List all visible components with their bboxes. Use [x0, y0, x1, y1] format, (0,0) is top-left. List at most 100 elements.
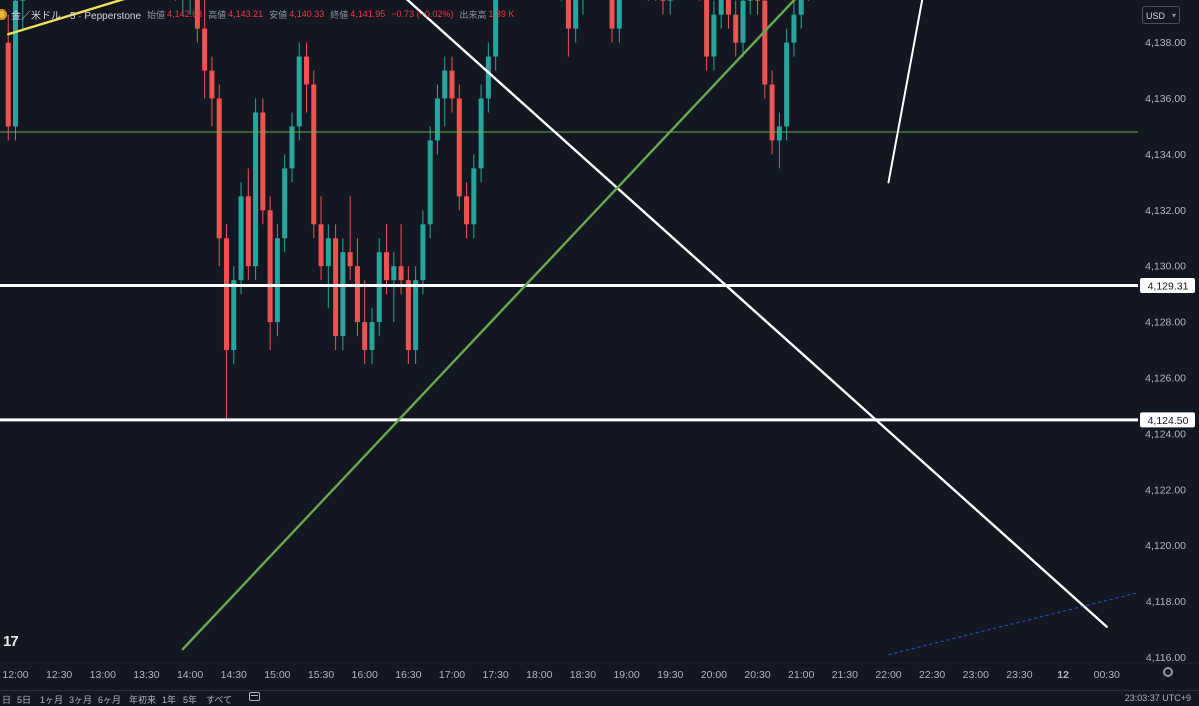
candles-group — [5, 0, 809, 420]
candle-body — [362, 322, 368, 351]
range-button-all[interactable]: すべて — [206, 695, 233, 705]
candle-body — [340, 252, 346, 337]
candle-body — [13, 0, 18, 127]
candle-body — [202, 28, 208, 71]
candle-body — [231, 280, 237, 351]
candle-body — [711, 14, 717, 57]
y-tick-label: 4,134.00 — [1145, 149, 1186, 161]
symbol-header: 金／米ドル · 5 · Pepperstone 始値 4,142.63 高値 4… — [0, 5, 514, 23]
x-tick-label: 12 — [1057, 669, 1069, 681]
candle-body — [791, 14, 797, 43]
close-label: 終値 — [330, 9, 349, 20]
candle-body — [413, 280, 419, 351]
candle-body — [769, 84, 775, 141]
y-tick-label: 4,124.00 — [1145, 428, 1186, 440]
dashed-projection-line — [888, 592, 1136, 656]
candle-body — [740, 0, 746, 43]
low-label: 安値 — [269, 9, 288, 20]
y-tick-label: 4,136.00 — [1145, 93, 1186, 105]
symbol-title[interactable]: 金／米ドル · 5 · Pepperstone — [11, 10, 142, 22]
candle-body — [456, 98, 462, 197]
candle-body — [384, 252, 390, 281]
candle-body — [616, 0, 622, 29]
candle-body — [216, 98, 222, 239]
range-button-3m[interactable]: 3ヶ月 — [69, 695, 93, 705]
x-tick-label: 19:30 — [657, 669, 683, 681]
candle-body — [282, 168, 288, 239]
candle-body — [354, 266, 360, 323]
candle-body — [493, 0, 499, 57]
x-tick-label: 23:30 — [1006, 669, 1032, 681]
candle-body — [253, 112, 259, 267]
range-button-1y[interactable]: 1年 — [162, 695, 177, 705]
bottom-toolbar: 日 5日 1ヶ月 3ヶ月 6ヶ月 年初来 1年 5年 すべて 23:03:37 … — [0, 690, 1199, 705]
candle-body — [296, 56, 302, 127]
x-tick-label: 00:30 — [1094, 669, 1120, 681]
candle-body — [405, 280, 411, 351]
x-tick-label: 13:30 — [133, 669, 159, 681]
clock-readout[interactable]: 23:03:37 UTC+9 — [1124, 693, 1191, 703]
y-tick-label: 4,116.00 — [1146, 652, 1186, 664]
candle-body — [369, 322, 375, 351]
volume-value: 1.39 K — [488, 9, 515, 19]
candle-body — [755, 0, 761, 1]
candle-body — [238, 196, 244, 281]
gear-icon[interactable] — [1163, 667, 1173, 677]
candle-body — [442, 70, 448, 99]
candle-body — [194, 0, 200, 29]
candle-body — [398, 266, 404, 281]
calendar-icon[interactable] — [249, 692, 260, 701]
x-tick-label: 16:30 — [395, 669, 421, 681]
volume-label: 出来高 — [459, 9, 487, 20]
range-button-5y[interactable]: 5年 — [183, 695, 198, 705]
x-tick-label: 12:00 — [2, 669, 28, 681]
currency-select[interactable]: USD — [1142, 6, 1180, 25]
trendline-white-downtrend — [405, 0, 1108, 628]
candle-body — [471, 168, 477, 225]
x-tick-label: 22:00 — [875, 669, 901, 681]
range-button-5d[interactable]: 5日 — [17, 695, 32, 705]
x-tick-label: 21:00 — [788, 669, 814, 681]
range-button-ytd[interactable]: 年初来 — [129, 695, 157, 705]
x-tick-label: 22:30 — [919, 669, 945, 681]
y-tick-label: 4,138.00 — [1145, 37, 1186, 49]
y-tick-label: 4,118.00 — [1146, 596, 1186, 608]
candle-body — [784, 42, 790, 127]
x-tick-label: 14:30 — [221, 669, 247, 681]
range-button-1d[interactable]: 日 — [2, 695, 12, 705]
candle-body — [274, 238, 280, 323]
candle-body — [289, 126, 295, 169]
candle-body — [333, 238, 339, 337]
x-tick-label: 13:00 — [90, 669, 116, 681]
level-label-support-2: 4,124.50 — [1148, 415, 1189, 427]
candle-body — [704, 0, 710, 57]
candle-body — [464, 196, 470, 225]
x-tick-label: 19:00 — [613, 669, 639, 681]
candle-body — [223, 238, 229, 351]
candle-body — [347, 252, 353, 267]
candle-body — [747, 0, 753, 1]
candle-body — [391, 266, 397, 281]
change-value: −0.73 (−0.02%) — [391, 9, 454, 19]
candle-body — [267, 210, 273, 323]
candle-body — [725, 0, 731, 15]
range-button-6m[interactable]: 6ヶ月 — [98, 695, 122, 705]
candle-body — [478, 98, 484, 169]
x-tick-label: 15:00 — [264, 669, 290, 681]
candle-body — [5, 42, 11, 127]
candle-body — [20, 0, 26, 1]
candle-body — [667, 0, 673, 1]
trendline-green-uptrend — [181, 0, 796, 651]
high-label: 高値 — [208, 9, 227, 20]
x-tick-label: 17:00 — [439, 669, 465, 681]
tradingview-logo[interactable]: 17 — [3, 633, 19, 650]
range-button-1m[interactable]: 1ヶ月 — [40, 695, 64, 705]
y-tick-label: 4,128.00 — [1145, 317, 1186, 329]
candle-body — [762, 0, 768, 85]
x-tick-label: 15:30 — [308, 669, 334, 681]
candle-body — [311, 84, 317, 225]
candle-body — [798, 0, 804, 15]
y-tick-label: 4,126.00 — [1145, 373, 1186, 385]
y-tick-label: 4,120.00 — [1145, 540, 1186, 552]
